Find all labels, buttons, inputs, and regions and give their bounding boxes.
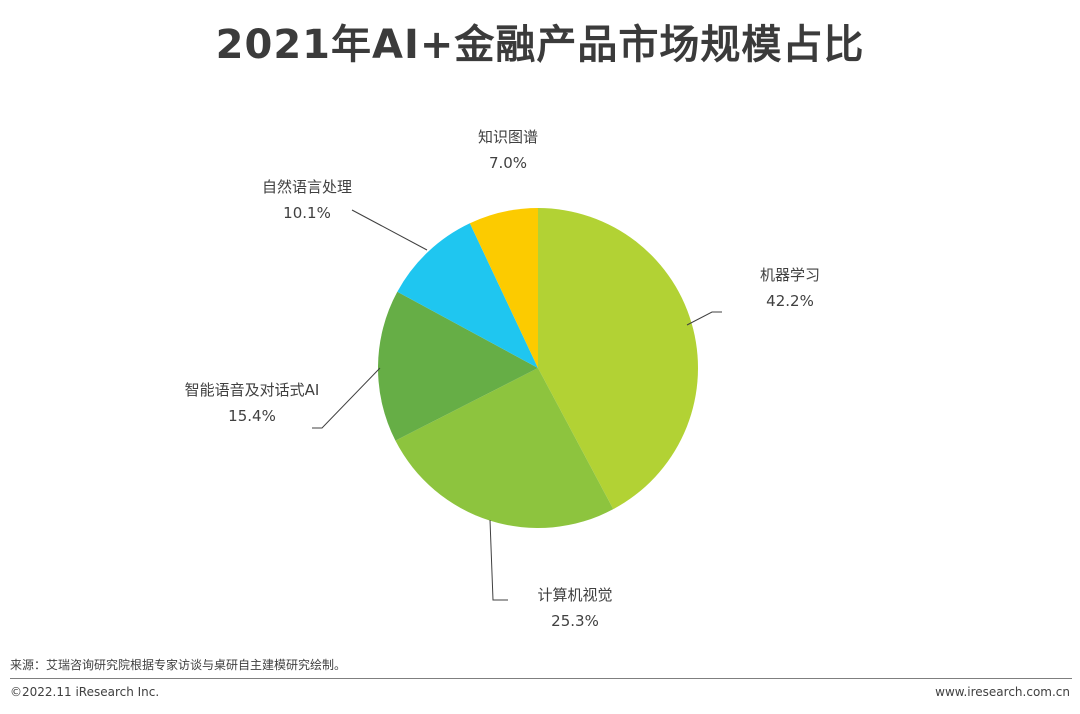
- leader-line-2: [489, 519, 508, 601]
- pie-slice-2: [395, 368, 614, 528]
- leader-line-3: [312, 367, 381, 429]
- chart-title: 2021年AI+金融产品市场规模占比: [215, 22, 865, 68]
- website-link[interactable]: www.iresearch.com.cn: [935, 685, 1070, 699]
- copyright-text: ©2022.11 iResearch Inc.: [10, 685, 160, 699]
- leader-line-1: [686, 311, 722, 326]
- slice-name-label-2: 计算机视觉: [537, 586, 612, 604]
- pie-slice-4: [397, 223, 538, 368]
- slice-name-label-5: 知识图谱: [478, 128, 538, 146]
- slice-value-label-1: 42.2%: [766, 292, 814, 310]
- pie-slice-5: [469, 208, 538, 368]
- slice-value-label-2: 25.3%: [551, 612, 599, 630]
- slice-name-label-3: 智能语音及对话式AI: [185, 381, 320, 399]
- footer-divider: [10, 678, 1072, 679]
- slice-value-label-5: 7.0%: [489, 154, 527, 172]
- pie-slice-1: [538, 208, 698, 510]
- pie-slice-3: [378, 291, 538, 441]
- pie-chart: 机器学习 42.2% 计算机视觉 25.3% 智能语音及对话式AI 15.4% 自然语言处理…: [185, 128, 820, 630]
- slice-value-label-3: 15.4%: [228, 407, 276, 425]
- slice-value-label-4: 10.1%: [283, 204, 331, 222]
- slice-name-label-1: 机器学习: [760, 266, 820, 284]
- source-note: 来源：艾瑞咨询研究院根据专家访谈与桌研自主建模研究绘制。: [10, 658, 347, 672]
- leader-line-4: [351, 209, 428, 251]
- slice-name-label-4: 自然语言处理: [262, 178, 352, 196]
